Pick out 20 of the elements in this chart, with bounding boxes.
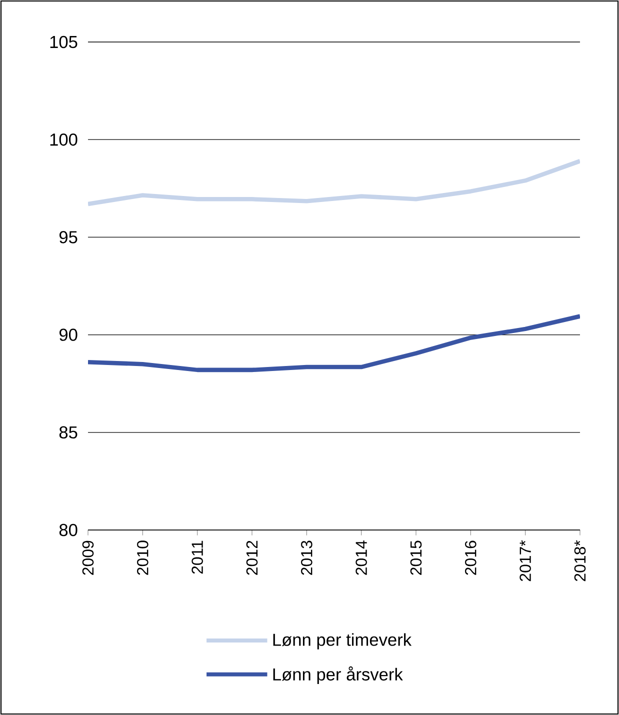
x-tick-label: 2014 — [356, 540, 367, 575]
x-tick-label: 2009 — [82, 540, 94, 575]
line-series — [88, 314, 580, 372]
x-tick-label: 2015 — [410, 540, 422, 575]
line-series — [88, 158, 580, 206]
x-tick-label: 2018* — [574, 540, 586, 582]
y-tick-label: 95 — [59, 231, 78, 244]
x-tick-label: 2011 — [192, 540, 203, 574]
legend-label: Lønn per årsverk — [273, 666, 403, 684]
y-tick-label: 80 — [59, 524, 78, 536]
y-tick-label: 90 — [59, 328, 78, 341]
x-tick-label: 2012 — [246, 540, 258, 575]
x-tick-label: 2017* — [520, 540, 531, 582]
legend-label: Lønn per timeverk — [273, 633, 412, 650]
x-tick-label: 2016 — [465, 540, 476, 575]
x-tick-label: 2013 — [301, 540, 312, 575]
y-tick-label: 105 — [50, 36, 78, 48]
x-tick-label: 2010 — [137, 540, 148, 575]
y-tick-label: 85 — [59, 426, 78, 439]
y-tick-label: 100 — [50, 133, 78, 146]
